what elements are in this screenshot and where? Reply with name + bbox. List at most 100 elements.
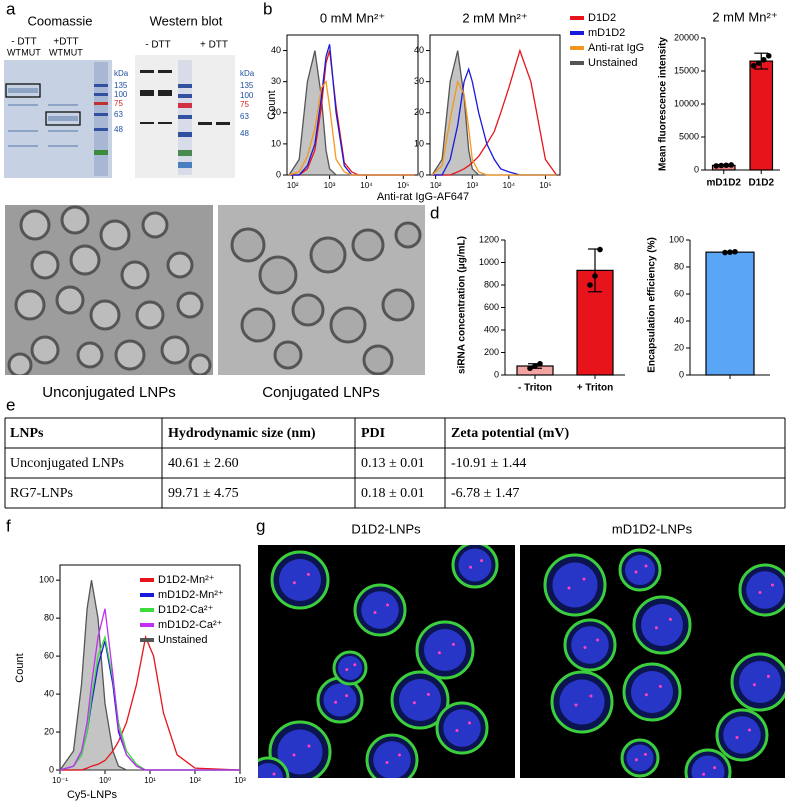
legend-label: Unstained [588, 57, 638, 69]
y-tick-label: 40 [674, 315, 684, 325]
cell-signal [334, 700, 338, 704]
legend-swatch [140, 638, 154, 642]
y-tick-label: 60 [44, 650, 54, 660]
cell-signal [263, 779, 266, 782]
cell-signal [345, 668, 349, 672]
particle [99, 219, 131, 251]
particle [89, 299, 121, 331]
particle [329, 306, 367, 344]
y-tick-label: 20 [414, 107, 424, 117]
histogram-curve [288, 80, 415, 176]
x-tick-label: 10² [189, 776, 201, 785]
cell-signal [758, 591, 762, 594]
legend-label: D1D2-Mn²⁺ [158, 574, 215, 586]
x-tick-label: 10³ [324, 181, 336, 190]
y-tick-label: 0 [276, 169, 281, 179]
image-title: D1D2-LNPs [351, 521, 421, 536]
image-caption: Conjugated LNPs [262, 384, 380, 401]
cell-signal [658, 684, 662, 688]
cell-signal [567, 586, 571, 590]
gel-lane: WT [7, 47, 21, 57]
panel-label: f [6, 516, 11, 535]
marker-label: 100 [240, 91, 254, 100]
cell-signal [582, 577, 586, 581]
confocal-cells [258, 545, 499, 782]
cell-nucleus [552, 562, 598, 608]
cell-signal [385, 761, 389, 764]
x-tick-label: mD1D2 [707, 178, 742, 189]
x-tick-label: 10⁴ [360, 181, 373, 190]
data-point [537, 360, 543, 367]
y-tick-label: 10 [414, 138, 424, 148]
legend-label: D1D2 [588, 12, 616, 24]
y-tick-label: 0 [494, 369, 499, 379]
data-point [723, 162, 730, 169]
gel-title: Western blot [150, 13, 223, 28]
marker-label: 48 [114, 125, 123, 134]
y-tick-label: 15000 [674, 65, 699, 75]
cell-signal [668, 617, 672, 621]
data-point [532, 363, 538, 369]
particle [30, 250, 60, 280]
cell-signal [589, 694, 593, 698]
y-tick-label: 60 [674, 288, 684, 298]
particle [362, 344, 394, 375]
cell-signal [292, 581, 296, 585]
cell-signal [307, 744, 311, 748]
data-point [527, 365, 533, 372]
y-tick-label: 0 [694, 164, 699, 174]
particle [76, 341, 104, 369]
table-cell: 40.61 ± 2.60 [168, 456, 239, 471]
data-point [718, 162, 725, 169]
table [4, 417, 786, 509]
cell-signal [574, 703, 578, 707]
gel-condition: +DTT [53, 37, 78, 48]
x-tick-label: 10¹ [144, 776, 156, 785]
particle [230, 227, 266, 263]
panel-label: d [430, 203, 439, 222]
cell-signal [386, 603, 389, 607]
data-point [592, 273, 598, 279]
legend-swatch [140, 623, 154, 627]
x-tick-label: 10⁵ [397, 181, 409, 190]
x-axis-label: Anti-rat IgG-AF647 [377, 191, 469, 203]
y-tick-label: 80 [674, 261, 684, 271]
particle [7, 352, 33, 375]
cell-signal [272, 772, 276, 776]
cell-nucleus [559, 679, 605, 725]
x-axis-label: Cy5-LNPs [67, 789, 118, 801]
cell-signal [373, 611, 377, 614]
cell-signal [437, 651, 441, 655]
cell-signal [643, 752, 647, 756]
particle [176, 291, 204, 319]
cell-nucleus [571, 626, 609, 664]
marker-label: 63 [240, 112, 249, 121]
y-tick-label: 40 [44, 688, 54, 698]
table-header: PDI [361, 426, 385, 441]
y-tick-label: 1200 [479, 234, 499, 244]
marker-label: 100 [114, 90, 128, 99]
cell-signal [713, 766, 717, 770]
data-point [760, 56, 767, 63]
y-axis-label: Encapsulation efficiency (%) [647, 237, 658, 373]
y-tick-label: 20 [674, 342, 684, 352]
cell-signal [596, 638, 599, 642]
legend-label: D1D2-Ca²⁺ [158, 604, 214, 616]
particle [240, 307, 276, 343]
particle [120, 260, 150, 290]
table-cell: RG7-LNPs [10, 486, 73, 501]
particle [309, 236, 347, 274]
chart-title: 2 mM Mn²⁺ [712, 9, 777, 24]
legend-swatch [140, 578, 154, 582]
cell-nucleus [323, 683, 357, 717]
cell-signal [766, 674, 770, 678]
y-tick-label: 30 [414, 76, 424, 86]
gel-condition: + DTT [200, 40, 228, 51]
cell-nucleus [739, 661, 781, 703]
particle [135, 300, 165, 330]
x-tick-label: 10² [430, 181, 442, 190]
cell-signal [634, 758, 638, 762]
marker-label: 135 [240, 81, 254, 90]
particle [188, 353, 212, 375]
table-cell: Unconjugated LNPs [10, 456, 124, 471]
